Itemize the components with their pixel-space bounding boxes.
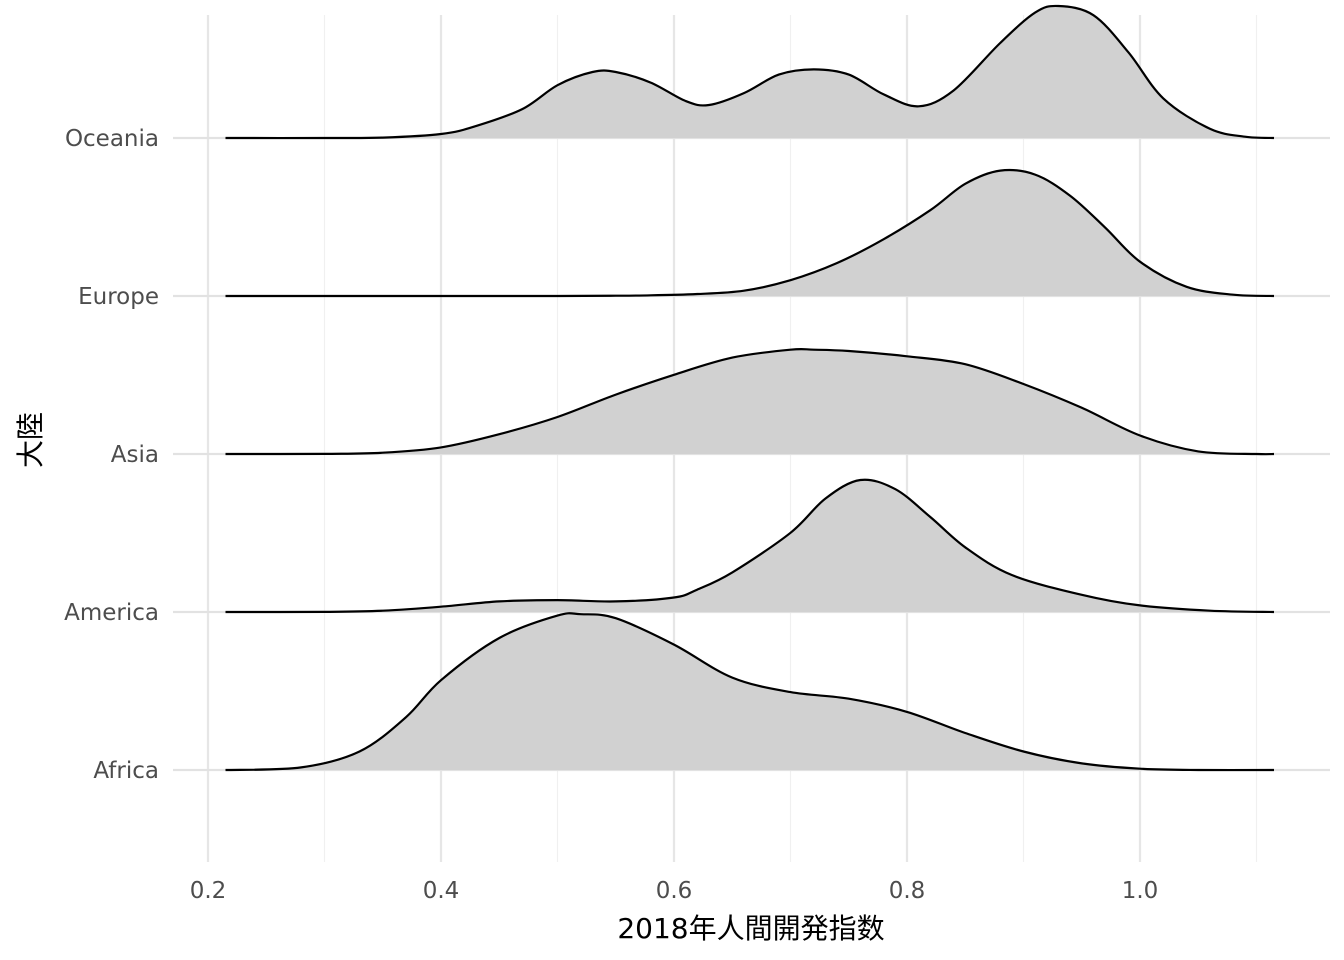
x-tick-label: 0.8 <box>889 878 926 904</box>
x-tick-label: 1.0 <box>1122 878 1159 904</box>
ridge-line-africa <box>225 612 1275 772</box>
ridge-area-america <box>225 479 1274 613</box>
ridge-area-africa <box>225 613 1274 771</box>
x-axis-title: 2018年人間開発指数 <box>617 912 884 945</box>
x-tick-label: 0.6 <box>656 878 693 904</box>
ridge-line-america <box>225 478 1275 614</box>
labels: Africa America Asia Europe Oceania 0.2 0.4 0.6 0… <box>64 126 1158 904</box>
y-tick-label: America <box>64 600 159 626</box>
y-axis-title: 大陸 <box>14 412 47 468</box>
y-tick-label: Europe <box>78 284 159 310</box>
ridges <box>225 4 1275 772</box>
x-tick-label: 0.2 <box>190 878 227 904</box>
ridge-line-oceania <box>225 4 1275 140</box>
ridge-line-asia <box>225 347 1275 456</box>
ridge-area-asia <box>225 349 1274 455</box>
y-tick-label: Oceania <box>65 126 159 152</box>
y-tick-label: Africa <box>93 758 159 784</box>
ridge-area-oceania <box>225 5 1274 139</box>
x-tick-label: 0.4 <box>423 878 460 904</box>
y-tick-label: Asia <box>111 442 159 468</box>
ridge-area-europe <box>225 169 1274 296</box>
ridge-line-europe <box>225 168 1275 298</box>
